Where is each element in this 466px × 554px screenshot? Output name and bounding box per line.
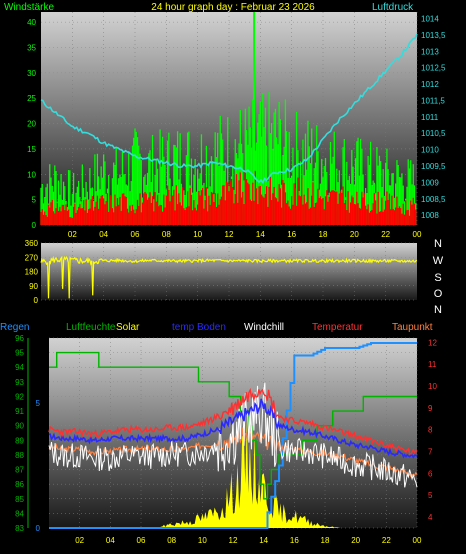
- hour-tick-label: 08: [167, 536, 176, 545]
- hour-tick-label: 22: [381, 230, 390, 239]
- temperature-axis-tick: 4: [428, 513, 433, 522]
- hour-tick-label: 04: [106, 536, 115, 545]
- hour-tick-label: 22: [382, 536, 391, 545]
- compass-label: O: [434, 288, 443, 300]
- rain-axis-tick: 5: [36, 399, 41, 408]
- hour-tick-label: 02: [68, 230, 77, 239]
- legend-humidity: Luftfeuchte: [66, 322, 116, 333]
- humidity-axis-tick: 88: [15, 451, 24, 460]
- pressure-axis-tick: 1012,5: [421, 64, 446, 73]
- dewpoint-line: [48, 427, 418, 478]
- rain-line: [49, 342, 417, 529]
- humidity-axis-tick: 94: [15, 363, 24, 372]
- hour-tick-label: 00: [413, 230, 422, 239]
- hour-tick-label: 08: [162, 230, 171, 239]
- hour-tick-label: 20: [351, 536, 360, 545]
- compass-label: N: [434, 238, 442, 250]
- pressure-axis-tick: 1011: [421, 113, 439, 122]
- humidity-axis-tick: 93: [15, 378, 24, 387]
- hour-tick-label: 20: [350, 230, 359, 239]
- pressure-axis-tick: 1009,5: [421, 162, 446, 171]
- legend-windchill: Windchill: [244, 322, 284, 333]
- hour-tick-label: 10: [193, 230, 202, 239]
- wind-axis-tick: 0: [32, 221, 37, 230]
- humidity-axis-tick: 87: [15, 466, 24, 475]
- compass-label: W: [433, 255, 444, 267]
- pressure-axis-tick: 1009: [421, 178, 439, 187]
- wind-axis-tick: 30: [27, 69, 36, 78]
- wind-axis-tick: 5: [32, 196, 37, 205]
- humidity-axis-tick: 85: [15, 495, 24, 504]
- legend-solar: Solar: [116, 322, 140, 333]
- direction-axis-tick: 270: [25, 253, 39, 262]
- temperature-line: [48, 387, 418, 455]
- humidity-axis-tick: 90: [15, 422, 24, 431]
- temperature-axis-tick: 11: [428, 360, 437, 369]
- wind-direction-line: [40, 255, 418, 299]
- direction-axis-tick: 180: [25, 268, 39, 277]
- legend-rain: Regen: [0, 322, 29, 333]
- wind-axis-tick: 35: [27, 44, 36, 53]
- legend-soil-temp: temp Boden: [172, 322, 226, 333]
- hour-tick-label: 16: [290, 536, 299, 545]
- hour-tick-label: 06: [131, 230, 140, 239]
- humidity-axis-tick: 91: [15, 407, 24, 416]
- pressure-line: [40, 33, 418, 185]
- temperature-axis-tick: 8: [428, 426, 433, 435]
- hour-tick-label: 18: [319, 230, 328, 239]
- direction-axis-tick: 90: [29, 282, 38, 291]
- humidity-axis-tick: 92: [15, 392, 24, 401]
- wind-axis-tick: 20: [27, 120, 36, 129]
- temperature-axis-tick: 7: [428, 448, 433, 457]
- humidity-axis-tick: 89: [15, 436, 24, 445]
- temperature-axis-tick: 10: [428, 382, 437, 391]
- wind-axis-tick: 40: [27, 18, 36, 27]
- humidity-axis-tick: 96: [15, 334, 24, 343]
- hour-tick-label: 02: [75, 536, 84, 545]
- wind-speed-series: [40, 170, 417, 225]
- hour-tick-label: 06: [137, 536, 146, 545]
- hour-tick-label: 12: [225, 230, 234, 239]
- humidity-axis-tick: 83: [15, 524, 24, 533]
- hour-tick-label: 18: [321, 536, 330, 545]
- temperature-axis-tick: 5: [428, 491, 433, 500]
- header-pressure-label: Luftdruck: [372, 2, 414, 13]
- pressure-axis-tick: 1008,5: [421, 195, 446, 204]
- temperature-axis-tick: 6: [428, 469, 433, 478]
- hour-tick-label: 04: [99, 230, 108, 239]
- hour-tick-label: 12: [229, 536, 238, 545]
- pressure-axis-tick: 1010: [421, 146, 439, 155]
- wind-axis-tick: 10: [27, 170, 36, 179]
- pressure-axis-tick: 1011,5: [421, 96, 445, 105]
- wind-axis-tick: 25: [27, 94, 36, 103]
- hour-tick-label: 14: [256, 230, 265, 239]
- legend-temperature: Temperatur: [312, 322, 363, 333]
- hour-tick-label: 00: [413, 536, 422, 545]
- humidity-axis-tick: 95: [15, 349, 24, 358]
- temperature-axis-tick: 9: [428, 404, 433, 413]
- pressure-axis-tick: 1010,5: [421, 129, 446, 138]
- chart-title: 24 hour graph day : Februar 23 2026: [151, 2, 315, 13]
- pressure-axis-tick: 1008: [421, 211, 439, 220]
- hour-tick-label: 10: [198, 536, 207, 545]
- compass-label: S: [434, 272, 441, 284]
- pressure-axis-tick: 1014: [421, 15, 439, 24]
- pressure-axis-tick: 1013: [421, 47, 439, 56]
- hour-tick-label: 16: [287, 230, 296, 239]
- legend-dewpoint: Taupunkt: [392, 322, 433, 333]
- humidity-axis-tick: 86: [15, 480, 24, 489]
- humidity-axis-tick: 84: [15, 509, 24, 518]
- soil-temp-line: [49, 398, 418, 459]
- header-wind-label: Windstärke: [4, 2, 54, 13]
- rain-axis-tick: 0: [36, 524, 41, 533]
- compass-label: N: [434, 304, 442, 316]
- wind-axis-tick: 15: [27, 145, 36, 154]
- pressure-axis-tick: 1012: [421, 80, 439, 89]
- hour-tick-label: 14: [259, 536, 268, 545]
- pressure-axis-tick: 1013,5: [421, 31, 446, 40]
- temperature-axis-tick: 12: [428, 338, 437, 347]
- direction-axis-tick: 360: [25, 239, 39, 248]
- direction-axis-tick: 0: [34, 296, 39, 305]
